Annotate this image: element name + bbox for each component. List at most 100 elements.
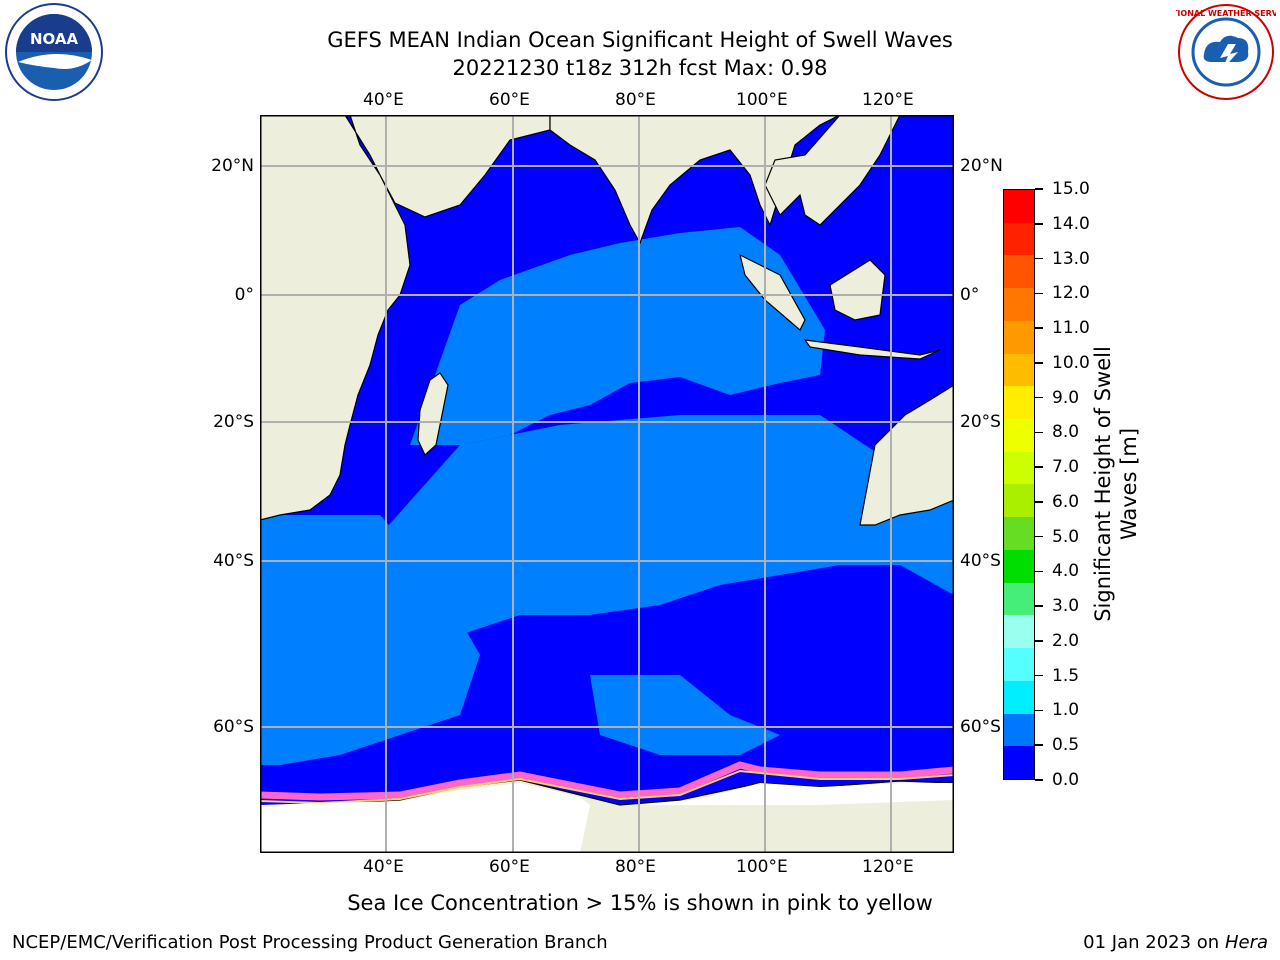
lat-label-right-40s: 40°S: [960, 551, 1001, 571]
colorbar-tick-label: 15.0: [1052, 179, 1090, 199]
colorbar-swatch: [1004, 288, 1034, 321]
map-canvas: [260, 115, 954, 853]
colorbar-tick-label: 0.0: [1052, 770, 1080, 790]
lon-label-top-40e: 40°E: [363, 90, 404, 110]
lat-label-right-20n: 20°N: [960, 156, 1003, 176]
colorbar-swatch: [1004, 255, 1034, 289]
colorbar-swatch: [1004, 190, 1034, 223]
colorbar-swatch: [1004, 582, 1034, 616]
colorbar-tick-mark: [1035, 709, 1043, 712]
colorbar-swatch: [1004, 320, 1034, 354]
colorbar-swatch: [1004, 222, 1034, 256]
colorbar-tick-mark: [1035, 223, 1043, 225]
footer-host: Hera: [1224, 932, 1268, 953]
colorbar-swatch: [1004, 517, 1034, 550]
colorbar-swatch: [1004, 648, 1034, 681]
colorbar-tick-label: 9.0: [1052, 387, 1080, 408]
lon-label-bottom-60e: 60°E: [489, 857, 530, 877]
lat-label-left-20n: 20°N: [211, 156, 254, 176]
colorbar-tick-label: 5.0: [1052, 526, 1080, 547]
noaa-logo: NOAA: [4, 2, 104, 102]
map-title: GEFS MEAN Indian Ocean Significant Heigh…: [327, 28, 953, 52]
colorbar-swatch: [1004, 746, 1034, 779]
colorbar-swatch: [1004, 713, 1034, 747]
colorbar-swatch: [1004, 680, 1034, 714]
lat-label-right-20s: 20°S: [960, 412, 1001, 432]
colorbar-tick-mark: [1035, 501, 1043, 503]
footer-right: 01 Jan 2023 on Hera: [1083, 932, 1268, 954]
lon-label-bottom-40e: 40°E: [363, 857, 404, 877]
swell-region-mid-southwest: [260, 595, 420, 735]
land-madagascar: [417, 372, 449, 456]
colorbar-swatch: [1004, 484, 1034, 518]
colorbar-tick-mark: [1035, 431, 1043, 434]
colorbar-tick-mark: [1035, 535, 1043, 538]
colorbar-tick-label: 4.0: [1052, 561, 1080, 582]
lat-label-left-0: 0°: [234, 285, 254, 305]
lat-label-right-60s: 60°S: [960, 717, 1001, 737]
map-subtitle: 20221230 t18z 312h fcst Max: 0.98: [452, 56, 828, 80]
colorbar-label-line1: Significant Height of Swell: [1091, 346, 1115, 622]
colorbar-tick-label: 3.0: [1052, 596, 1080, 617]
swell-wave-map: [260, 115, 954, 853]
colorbar-tick-label: 2.0: [1052, 630, 1080, 651]
footer-date: 01 Jan 2023 on: [1083, 932, 1225, 953]
lon-label-bottom-80e: 80°E: [615, 857, 656, 877]
sea-ice-note: Sea Ice Concentration > 15% is shown in …: [347, 891, 933, 915]
colorbar-tick-label: 13.0: [1052, 248, 1090, 269]
colorbar-tick-mark: [1035, 362, 1043, 364]
lon-label-top-120e: 120°E: [862, 90, 914, 110]
colorbar-tick-label: 1.0: [1052, 700, 1080, 721]
colorbar-label-line2: Waves [m]: [1117, 427, 1141, 541]
lon-label-top-100e: 100°E: [736, 90, 788, 110]
lon-label-top-80e: 80°E: [615, 90, 656, 110]
lon-label-bottom-120e: 120°E: [862, 857, 914, 877]
colorbar-swatch: [1004, 451, 1034, 485]
map-grid: [260, 115, 954, 853]
colorbar-tick-label: 7.0: [1052, 457, 1080, 478]
colorbar-tick-label: 8.0: [1052, 422, 1080, 443]
colorbar-tick-label: 14.0: [1052, 213, 1090, 234]
colorbar-tick-mark: [1035, 674, 1043, 677]
sea-ice-band: [260, 761, 954, 801]
colorbar-tick-mark: [1035, 466, 1043, 468]
colorbar-tick-label: 6.0: [1052, 491, 1080, 512]
colorbar-tick-mark: [1035, 744, 1043, 746]
colorbar-tick-mark: [1035, 188, 1043, 190]
swell-region-mid-south: [590, 675, 780, 755]
colorbar-tick-mark: [1035, 640, 1043, 642]
land-sumatra-borneo: [739, 253, 941, 360]
colorbar-swatch: [1004, 419, 1034, 452]
colorbar: [1003, 189, 1035, 780]
colorbar-tick-label: 1.5: [1052, 665, 1080, 686]
lat-label-left-60s: 60°S: [213, 717, 254, 737]
colorbar-tick-label: 10.0: [1052, 352, 1090, 373]
colorbar-swatches: [1004, 190, 1034, 779]
land-india: [549, 115, 841, 245]
colorbar-swatch: [1004, 386, 1034, 420]
colorbar-tick-mark: [1035, 779, 1043, 781]
lat-label-left-40s: 40°S: [213, 551, 254, 571]
land-southeast-asia: [764, 115, 901, 226]
lon-label-bottom-100e: 100°E: [736, 857, 788, 877]
nws-logo-text: NATIONAL WEATHER SERVICE: [1176, 9, 1276, 18]
colorbar-tick-mark: [1035, 605, 1043, 607]
colorbar-tick-label: 12.0: [1052, 283, 1090, 304]
colorbar-tick-label: 0.5: [1052, 735, 1080, 756]
lon-label-top-60e: 60°E: [489, 90, 530, 110]
colorbar-tick-mark: [1035, 257, 1043, 260]
colorbar-tick-mark: [1035, 396, 1043, 399]
map-frame: [260, 115, 954, 853]
colorbar-tick-mark: [1035, 570, 1043, 573]
lat-label-right-0: 0°: [960, 285, 980, 305]
colorbar-tick-label: 11.0: [1052, 318, 1090, 339]
nws-logo: NATIONAL WEATHER SERVICE: [1160, 2, 1280, 102]
sea-ice-white: [260, 783, 954, 853]
colorbar-tick-mark: [1035, 292, 1043, 295]
colorbar-swatch: [1004, 615, 1034, 649]
footer-left: NCEP/EMC/Verification Post Processing Pr…: [12, 932, 608, 953]
colorbar-swatch: [1004, 353, 1034, 387]
colorbar-tick-mark: [1035, 327, 1043, 329]
swell-region-mid-central: [380, 415, 954, 635]
noaa-logo-text: NOAA: [30, 30, 79, 48]
